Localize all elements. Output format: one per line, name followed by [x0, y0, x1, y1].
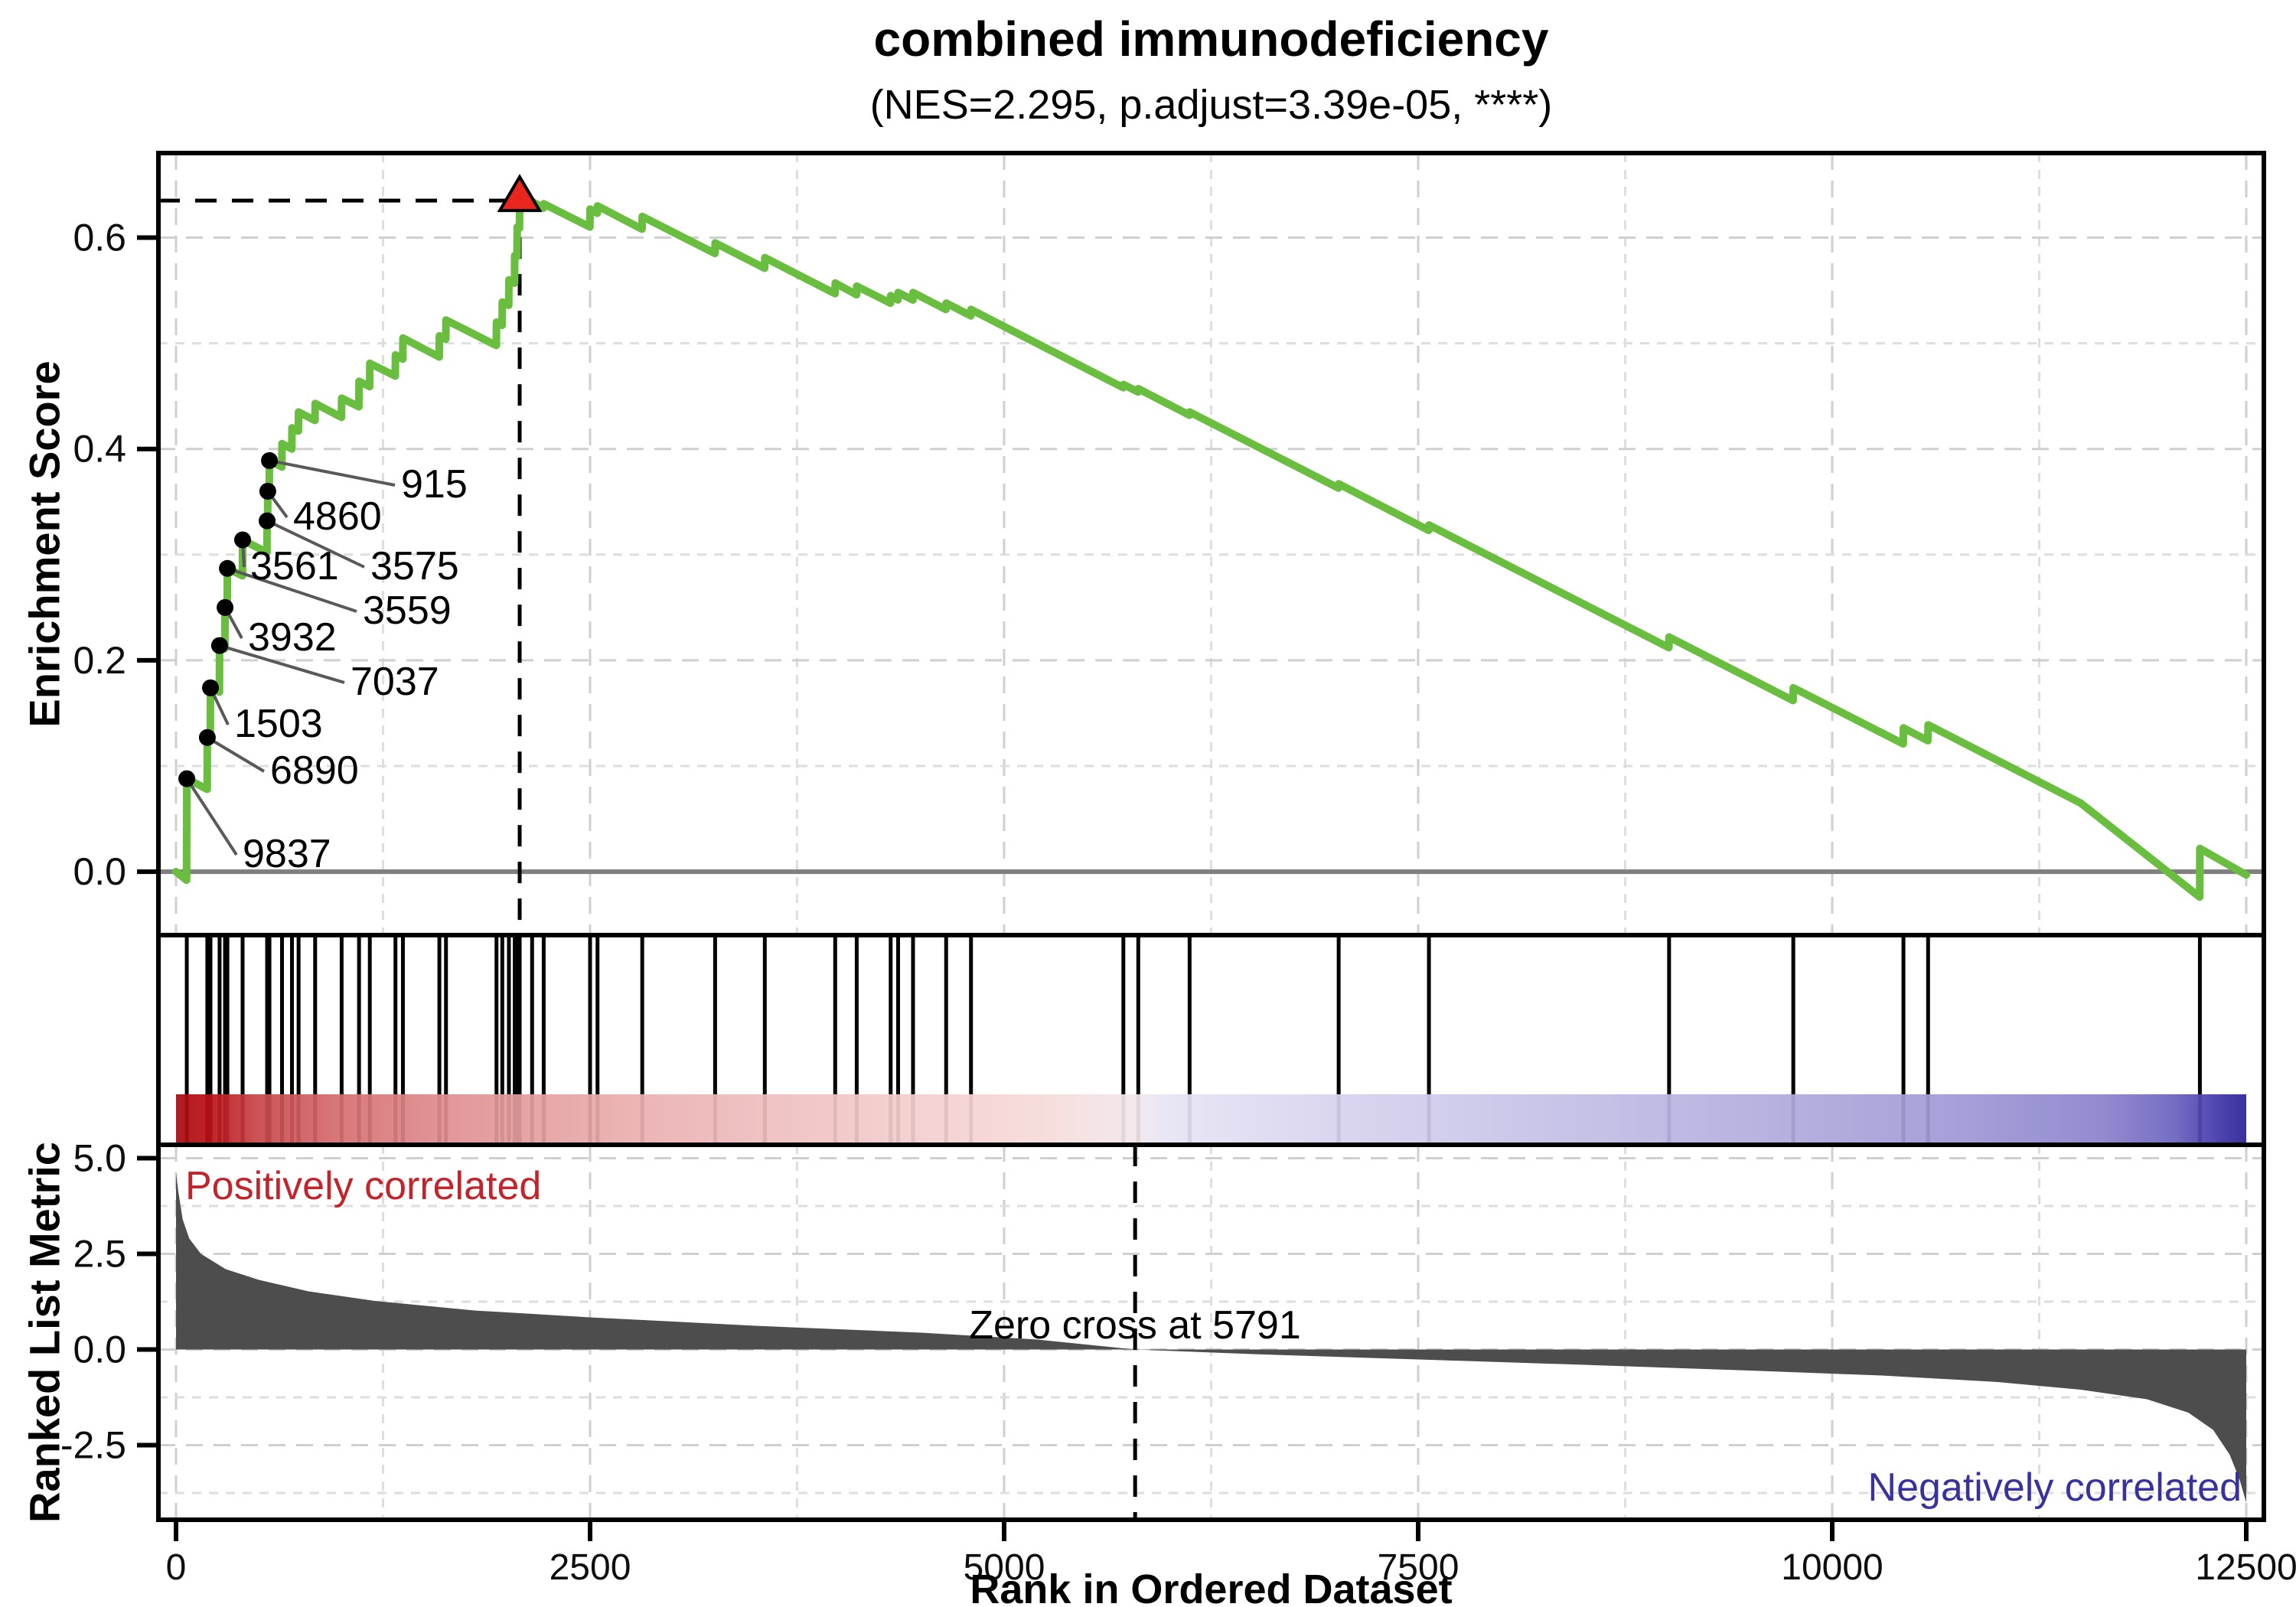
- gene-dot-9837: [178, 770, 196, 787]
- es-tick-label-0.2: 0.2: [73, 639, 126, 682]
- gene-dot-3575: [259, 512, 276, 530]
- gene-label-1503: 1503: [234, 702, 323, 746]
- gene-leader-line-6890: [206, 736, 266, 773]
- x-axis-title: Rank in Ordered Dataset: [970, 1566, 1453, 1607]
- gene-dot-4860: [259, 482, 276, 500]
- x-tick-label-10000: 10000: [1781, 1547, 1883, 1588]
- x-tick-label-5000: 5000: [964, 1547, 1045, 1588]
- gene-label-6890: 6890: [270, 748, 359, 793]
- gene-dot-915: [261, 451, 279, 469]
- gene-dot-7037: [210, 637, 228, 654]
- metric-axis-title: Ranked List Metric: [20, 1142, 69, 1523]
- page-subtitle: (NES=2.295, p.adjust=3.39e-05, ****): [869, 82, 1553, 128]
- gene-leader-line-3575: [266, 519, 365, 569]
- gene-label-3561: 3561: [250, 544, 339, 588]
- x-tick-label-12500: 12500: [2195, 1547, 2296, 1588]
- gene-leader-line-3559: [227, 566, 357, 613]
- es-tick-label-0.6: 0.6: [73, 216, 126, 259]
- metric-panel-border: [156, 1143, 2266, 1522]
- gene-dot-6890: [198, 729, 216, 746]
- zero-cross-label: Zero cross at 5791: [969, 1303, 1301, 1348]
- gene-label-7037: 7037: [351, 660, 439, 704]
- gene-leader-line-915: [269, 458, 396, 487]
- es-axis-title: Enrichment Score: [20, 360, 69, 728]
- x-tick-label-7500: 7500: [1378, 1547, 1459, 1588]
- gene-label-4860: 4860: [293, 494, 382, 539]
- negatively-correlated-label: Negatively correlated: [1867, 1465, 2242, 1510]
- gene-dot-3559: [219, 559, 236, 577]
- es-tick-label-0.0: 0.0: [73, 850, 126, 893]
- metric-tick-label-0.0: 0.0: [73, 1328, 126, 1371]
- x-tick-label-0: 0: [166, 1547, 187, 1588]
- gene-leader-line-9837: [185, 777, 238, 856]
- page-title: combined immunodeficiency: [873, 11, 1549, 67]
- gene-label-3932: 3932: [248, 615, 337, 660]
- gene-label-9837: 9837: [243, 832, 331, 876]
- gene-dot-1503: [202, 679, 220, 696]
- gene-dot-3932: [217, 598, 234, 616]
- ranked-list-metric-area: [176, 1173, 2246, 1503]
- gene-label-3559: 3559: [363, 588, 452, 633]
- metric-tick-label-5.0: 5.0: [73, 1137, 126, 1180]
- gene-label-915: 915: [401, 462, 468, 507]
- peak-marker: [497, 174, 543, 213]
- positively-correlated-label: Positively correlated: [185, 1164, 542, 1208]
- gene-label-3575: 3575: [370, 544, 459, 588]
- metric-tick-label--2.5: -2.5: [60, 1424, 126, 1467]
- es-tick-label-0.4: 0.4: [73, 428, 126, 471]
- x-tick-label-2500: 2500: [550, 1547, 631, 1588]
- gene-dot-3561: [233, 531, 251, 549]
- gene-leader-line-7037: [219, 644, 345, 684]
- metric-tick-label-2.5: 2.5: [73, 1233, 126, 1276]
- enrichment-score-curve: [172, 197, 2250, 901]
- rank-gradient-bar: [176, 1094, 2246, 1143]
